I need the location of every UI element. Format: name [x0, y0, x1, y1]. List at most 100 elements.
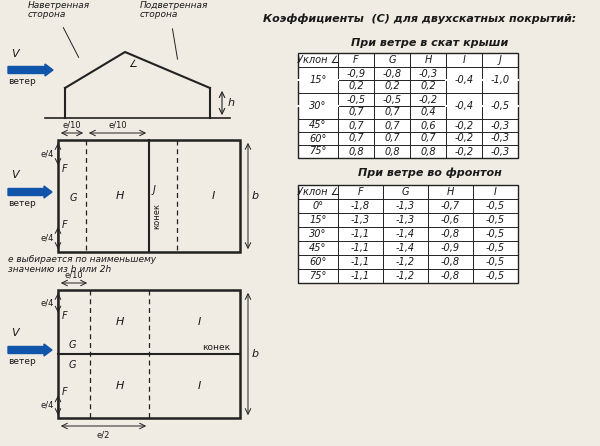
Bar — [298, 185, 518, 283]
Text: -0,5: -0,5 — [486, 229, 505, 239]
Text: 0°: 0° — [313, 201, 323, 211]
Text: V: V — [11, 170, 19, 180]
Text: e/4: e/4 — [41, 234, 54, 243]
Text: 45°: 45° — [310, 243, 326, 253]
Text: F: F — [62, 388, 68, 397]
Text: Наветренная: Наветренная — [28, 1, 90, 10]
Text: -0,3: -0,3 — [490, 120, 509, 131]
Text: -0,8: -0,8 — [441, 229, 460, 239]
Text: -0,3: -0,3 — [490, 133, 509, 144]
Text: -0,2: -0,2 — [454, 146, 473, 157]
Text: 15°: 15° — [310, 75, 326, 85]
Text: 0,7: 0,7 — [348, 120, 364, 131]
Text: 30°: 30° — [310, 229, 326, 239]
Text: I: I — [494, 187, 497, 197]
Text: H: H — [447, 187, 454, 197]
Text: Уклон ∠: Уклон ∠ — [297, 55, 339, 65]
Text: -1,2: -1,2 — [396, 271, 415, 281]
Text: -0,2: -0,2 — [418, 95, 437, 104]
Text: G: G — [70, 193, 77, 203]
Text: G: G — [69, 340, 77, 350]
Bar — [58, 290, 240, 418]
Text: e/10: e/10 — [65, 270, 83, 279]
Text: H: H — [115, 317, 124, 327]
Text: F: F — [358, 187, 364, 197]
Text: H: H — [115, 191, 124, 201]
Text: Уклон ∠: Уклон ∠ — [297, 187, 339, 197]
Text: -1,1: -1,1 — [351, 257, 370, 267]
Text: I: I — [212, 191, 215, 201]
Text: e/4: e/4 — [41, 401, 54, 410]
Text: 0,7: 0,7 — [384, 133, 400, 144]
Text: -1,4: -1,4 — [396, 243, 415, 253]
Text: 0,6: 0,6 — [420, 120, 436, 131]
Text: e/10: e/10 — [62, 120, 82, 129]
Text: 0,7: 0,7 — [420, 133, 436, 144]
Text: 75°: 75° — [310, 146, 326, 157]
Text: 0,8: 0,8 — [420, 146, 436, 157]
Text: -0,5: -0,5 — [486, 215, 505, 225]
Text: 0,7: 0,7 — [384, 107, 400, 117]
Text: b: b — [252, 349, 259, 359]
Text: -0,3: -0,3 — [418, 69, 437, 78]
Text: конек: конек — [152, 203, 161, 229]
Text: 0,4: 0,4 — [420, 107, 436, 117]
Text: -0,5: -0,5 — [382, 95, 401, 104]
Text: -1,2: -1,2 — [396, 257, 415, 267]
Text: e/2: e/2 — [97, 430, 110, 439]
Text: V: V — [11, 328, 19, 338]
Text: F: F — [353, 55, 359, 65]
Text: 0,2: 0,2 — [384, 82, 400, 91]
Text: -0,5: -0,5 — [486, 271, 505, 281]
Text: G: G — [69, 360, 77, 370]
Text: -0,9: -0,9 — [441, 243, 460, 253]
Text: -0,5: -0,5 — [490, 101, 509, 111]
Text: V: V — [11, 49, 19, 59]
FancyArrow shape — [8, 186, 52, 198]
Text: e/10: e/10 — [108, 120, 127, 129]
Text: F: F — [62, 164, 68, 174]
Bar — [298, 185, 518, 283]
Text: Коэффициенты  (C) для двухскатных покрытий:: Коэффициенты (C) для двухскатных покрыти… — [263, 14, 577, 25]
Text: -0,5: -0,5 — [486, 243, 505, 253]
Text: сторона: сторона — [140, 10, 178, 19]
Text: -1,8: -1,8 — [351, 201, 370, 211]
Text: -0,8: -0,8 — [441, 271, 460, 281]
Text: I: I — [463, 55, 466, 65]
FancyArrow shape — [8, 344, 52, 356]
Text: 0,8: 0,8 — [348, 146, 364, 157]
Text: I: I — [198, 317, 201, 327]
Text: 75°: 75° — [310, 271, 326, 281]
Text: -1,3: -1,3 — [351, 215, 370, 225]
Text: -0,4: -0,4 — [454, 101, 473, 111]
Text: -1,4: -1,4 — [396, 229, 415, 239]
Text: -1,0: -1,0 — [490, 75, 509, 85]
Text: F: F — [62, 310, 68, 321]
Text: G: G — [388, 55, 396, 65]
Text: G: G — [402, 187, 409, 197]
Text: F: F — [62, 220, 68, 230]
Text: е выбирается по наименьшему: е выбирается по наименьшему — [8, 255, 156, 264]
Text: 15°: 15° — [310, 215, 326, 225]
Text: I: I — [198, 381, 201, 391]
Text: e/4: e/4 — [41, 149, 54, 158]
Text: -0,6: -0,6 — [441, 215, 460, 225]
Bar — [58, 140, 240, 252]
Text: конек: конек — [202, 343, 230, 352]
Text: ветер: ветер — [8, 199, 36, 208]
Text: 0,2: 0,2 — [348, 82, 364, 91]
Text: 30°: 30° — [310, 101, 326, 111]
Text: -0,4: -0,4 — [454, 75, 473, 85]
Text: b: b — [252, 191, 259, 201]
Text: -0,5: -0,5 — [346, 95, 365, 104]
Text: -0,7: -0,7 — [441, 201, 460, 211]
Text: 0,7: 0,7 — [348, 107, 364, 117]
Text: -0,9: -0,9 — [346, 69, 365, 78]
Bar — [298, 53, 518, 158]
Text: -0,2: -0,2 — [454, 120, 473, 131]
Text: ∠: ∠ — [128, 59, 137, 69]
Text: 0,8: 0,8 — [384, 146, 400, 157]
Text: J: J — [499, 55, 502, 65]
Text: ветер: ветер — [8, 77, 36, 86]
Text: J: J — [153, 185, 156, 195]
